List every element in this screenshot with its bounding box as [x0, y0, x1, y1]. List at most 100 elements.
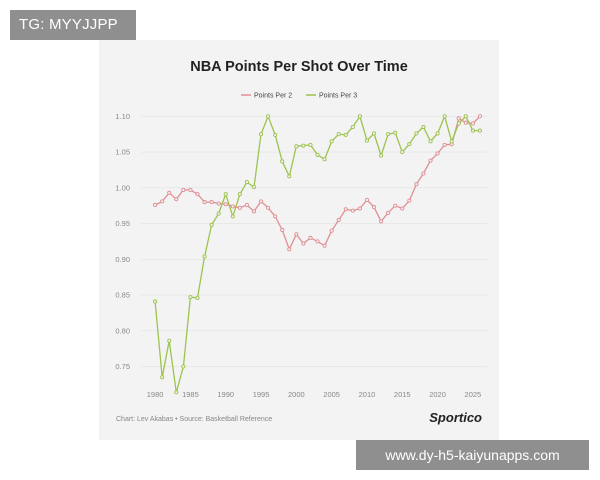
- watermark: www.dy-h5-kaiyunapps.com: [356, 440, 589, 470]
- data-point: [294, 232, 299, 237]
- x-tick-label: 1980: [147, 390, 164, 399]
- data-point: [167, 338, 172, 343]
- data-point: [336, 132, 341, 137]
- data-point: [379, 219, 384, 224]
- data-point: [350, 124, 355, 130]
- data-point: [209, 222, 214, 228]
- y-axis: 0.75 0.80 0.85 0.90 0.95 1.00 1.05 1.10: [115, 112, 130, 371]
- data-point: [357, 206, 362, 211]
- data-point: [350, 208, 355, 213]
- data-point: [181, 364, 186, 369]
- series-points: [153, 114, 482, 395]
- chart-title: NBA Points Per Shot Over Time: [190, 59, 408, 75]
- y-tick-label: 1.00: [115, 183, 130, 192]
- legend-label: Points Per 2: [254, 93, 292, 100]
- data-point: [456, 116, 461, 121]
- data-point: [386, 210, 391, 215]
- x-tick-label: 2005: [323, 390, 340, 399]
- data-point: [442, 114, 447, 119]
- data-point: [343, 207, 348, 212]
- x-tick-label: 1990: [217, 390, 234, 399]
- data-point: [287, 174, 292, 179]
- data-point: [273, 132, 278, 137]
- data-point: [329, 228, 334, 233]
- telegram-badge: TG: MYYJJPP: [10, 10, 136, 40]
- data-point: [287, 247, 292, 252]
- data-point: [230, 214, 235, 219]
- data-point: [174, 390, 179, 395]
- y-tick-label: 0.95: [115, 219, 130, 228]
- data-point: [294, 144, 299, 149]
- data-point: [258, 199, 264, 204]
- y-tick-label: 0.75: [115, 362, 130, 371]
- x-tick-label: 2015: [394, 390, 411, 399]
- series-line-1: [154, 115, 481, 250]
- x-axis: 1980 1985 1990 1995 2000 2005 2010 2015 2020 2025: [147, 390, 481, 399]
- data-point: [244, 180, 249, 185]
- data-point: [273, 214, 278, 219]
- data-point: [251, 185, 257, 190]
- data-point: [357, 114, 362, 119]
- data-point: [414, 131, 419, 136]
- data-point: [266, 205, 271, 210]
- data-point: [280, 227, 285, 233]
- data-point: [230, 204, 235, 209]
- data-point: [456, 121, 461, 126]
- data-point: [407, 142, 412, 147]
- data-point: [329, 139, 334, 144]
- x-tick-label: 2000: [288, 390, 305, 399]
- data-point: [266, 114, 271, 119]
- data-point: [258, 132, 264, 137]
- data-point: [449, 139, 454, 144]
- data-point: [244, 202, 249, 208]
- data-point: [181, 187, 186, 192]
- data-point: [364, 197, 370, 203]
- data-point: [371, 131, 377, 136]
- data-point: [308, 142, 313, 147]
- data-point: [153, 202, 158, 208]
- data-point: [237, 192, 242, 197]
- data-point: [400, 206, 405, 211]
- data-point: [393, 203, 398, 208]
- y-tick-label: 0.90: [115, 255, 130, 264]
- x-tick-label: 1995: [253, 390, 270, 399]
- y-tick-label: 0.85: [115, 291, 130, 300]
- data-point: [223, 192, 228, 197]
- data-point: [322, 157, 327, 162]
- data-point: [428, 158, 433, 163]
- data-point: [301, 143, 306, 148]
- data-point: [442, 142, 447, 147]
- x-tick-label: 1985: [182, 390, 199, 399]
- grid: [141, 116, 487, 367]
- data-point: [322, 243, 327, 248]
- data-point: [414, 182, 419, 187]
- data-point: [407, 198, 412, 203]
- chart-card: NBA Points Per Shot Over Time Points Per…: [99, 40, 499, 440]
- data-point: [160, 199, 165, 204]
- data-point: [336, 217, 341, 223]
- x-tick-label: 2025: [465, 390, 482, 399]
- data-point: [315, 152, 320, 157]
- data-point: [435, 131, 440, 136]
- data-point: [421, 124, 426, 130]
- data-point: [470, 128, 475, 133]
- data-point: [364, 138, 370, 143]
- data-point: [160, 375, 165, 380]
- data-point: [463, 120, 468, 125]
- data-point: [470, 121, 475, 126]
- data-point: [195, 192, 200, 197]
- data-point: [216, 211, 221, 216]
- data-point: [308, 235, 313, 240]
- data-point: [343, 132, 348, 137]
- data-point: [202, 200, 207, 205]
- data-point: [251, 209, 257, 214]
- data-point: [216, 201, 221, 206]
- series-lines: [154, 115, 481, 393]
- line-chart: NBA Points Per Shot Over Time Points Per…: [115, 59, 487, 425]
- series-line-2: [154, 115, 480, 393]
- data-point: [386, 132, 391, 137]
- data-point: [393, 130, 398, 135]
- data-point: [209, 200, 214, 205]
- data-point: [428, 139, 433, 144]
- data-point: [223, 202, 228, 207]
